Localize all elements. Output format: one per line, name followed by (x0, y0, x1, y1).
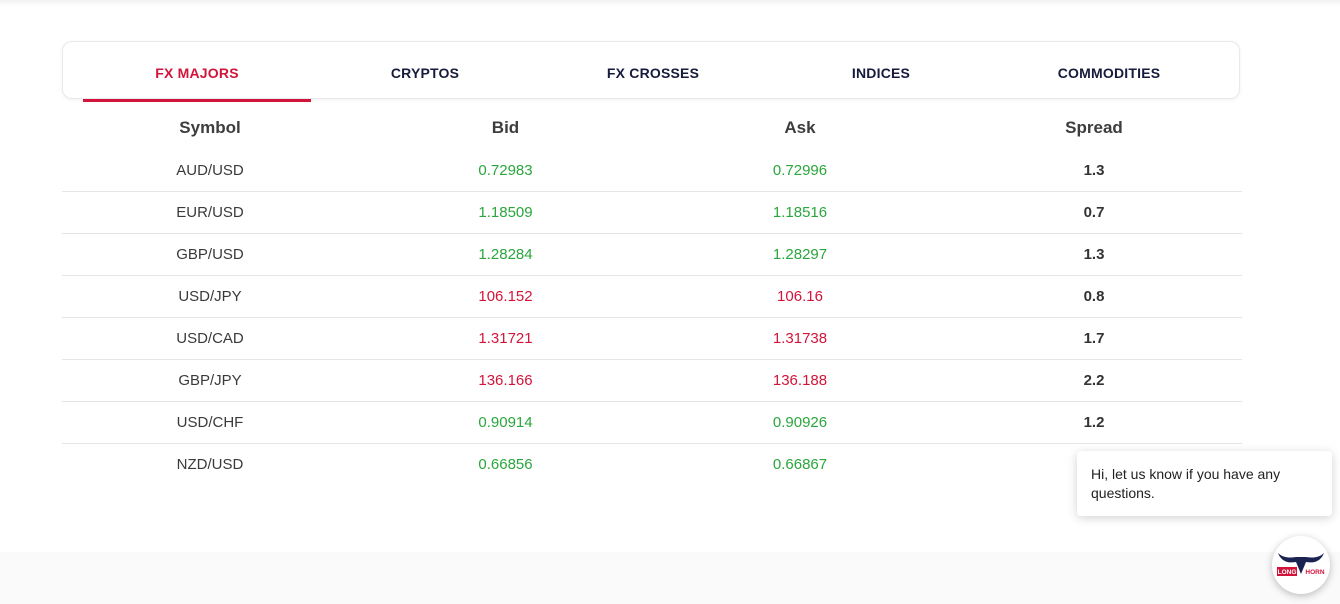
logo-text-long: LONG (1278, 569, 1297, 576)
bid-cell: 1.28284 (478, 246, 533, 263)
chat-launcher-button[interactable]: LONG HORN (1272, 536, 1330, 594)
table-row: USD/CAD 1.31721 1.31738 1.7 (62, 318, 1242, 360)
table-row: EUR/USD 1.18509 1.18516 0.7 (62, 192, 1242, 234)
tab-label: FX CROSSES (606, 65, 700, 81)
bid-cell: 106.152 (478, 288, 533, 305)
chat-message: Hi, let us know if you have any question… (1091, 466, 1281, 501)
bid-cell: 0.66856 (478, 456, 533, 473)
table-row: USD/CHF 0.90914 0.90926 1.2 (62, 402, 1242, 444)
ask-cell: 1.18516 (772, 204, 828, 221)
spread-cell: 1.3 (1083, 246, 1105, 263)
longhorn-logo-icon: LONG HORN (1277, 553, 1325, 576)
bid-cell: 136.166 (478, 372, 533, 389)
symbol-cell: GBP/USD (176, 246, 244, 263)
tab-fx-majors[interactable]: FX MAJORS (83, 42, 311, 102)
table-row: GBP/USD 1.28284 1.28297 1.3 (62, 234, 1242, 276)
logo-text-horn: HORN (1305, 569, 1324, 576)
spread-cell: 0.7 (1083, 204, 1105, 221)
table-header: Symbol Bid Ask Spread (62, 108, 1242, 150)
chat-greeting-bubble[interactable]: Hi, let us know if you have any question… (1077, 451, 1332, 516)
tab-commodities[interactable]: COMMODITIES (995, 42, 1223, 100)
market-tabs: FX MAJORS CRYPTOS FX CROSSES INDICES COM… (62, 41, 1240, 102)
footer-band (0, 552, 1340, 604)
tab-label: COMMODITIES (1057, 65, 1161, 81)
table-row: USD/JPY 106.152 106.16 0.8 (62, 276, 1242, 318)
header-bid: Bid (491, 118, 520, 137)
tab-indices[interactable]: INDICES (767, 42, 995, 100)
ask-cell: 106.16 (777, 288, 823, 305)
tab-label: INDICES (851, 65, 911, 81)
top-shadow (0, 0, 1340, 6)
symbol-cell: GBP/JPY (178, 372, 242, 389)
tab-fx-crosses[interactable]: FX CROSSES (539, 42, 767, 100)
tab-label: CRYPTOS (390, 65, 460, 81)
symbol-cell: EUR/USD (176, 204, 244, 221)
tab-cryptos[interactable]: CRYPTOS (311, 42, 539, 100)
ask-cell: 136.188 (772, 372, 828, 389)
spread-cell: 1.2 (1083, 414, 1105, 431)
table-row: AUD/USD 0.72983 0.72996 1.3 (62, 150, 1242, 192)
spread-cell: 1.7 (1083, 330, 1105, 347)
ask-cell: 0.90926 (772, 414, 828, 431)
table-body: AUD/USD 0.72983 0.72996 1.3 EUR/USD 1.18509 1.… (62, 150, 1242, 485)
symbol-cell: AUD/USD (176, 162, 244, 179)
ask-cell: 1.31738 (772, 330, 828, 347)
tab-label: FX MAJORS (155, 65, 239, 81)
bid-cell: 0.90914 (478, 414, 533, 431)
header-symbol: Symbol (179, 118, 241, 137)
ask-cell: 0.66867 (772, 456, 828, 473)
symbol-cell: USD/JPY (178, 288, 242, 305)
header-ask: Ask (784, 118, 816, 137)
symbol-cell: USD/CAD (176, 330, 244, 347)
ask-cell: 1.28297 (772, 246, 828, 263)
spread-cell: 0.8 (1083, 288, 1105, 305)
active-tab-indicator (83, 99, 311, 102)
table-row: GBP/JPY 136.166 136.188 2.2 (62, 360, 1242, 402)
symbol-cell: NZD/USD (176, 456, 244, 473)
symbol-cell: USD/CHF (176, 414, 244, 431)
bid-cell: 0.72983 (478, 162, 533, 179)
table-row: NZD/USD 0.66856 0.66867 (62, 444, 1242, 485)
spread-cell: 2.2 (1083, 372, 1105, 389)
header-spread: Spread (1065, 118, 1123, 137)
spread-cell: 1.3 (1083, 162, 1105, 179)
bid-cell: 1.31721 (478, 330, 533, 347)
quotes-table: Symbol Bid Ask Spread AUD/USD 0.72983 0.72… (62, 108, 1242, 485)
ask-cell: 0.72996 (772, 162, 828, 179)
bid-cell: 1.18509 (478, 204, 533, 221)
